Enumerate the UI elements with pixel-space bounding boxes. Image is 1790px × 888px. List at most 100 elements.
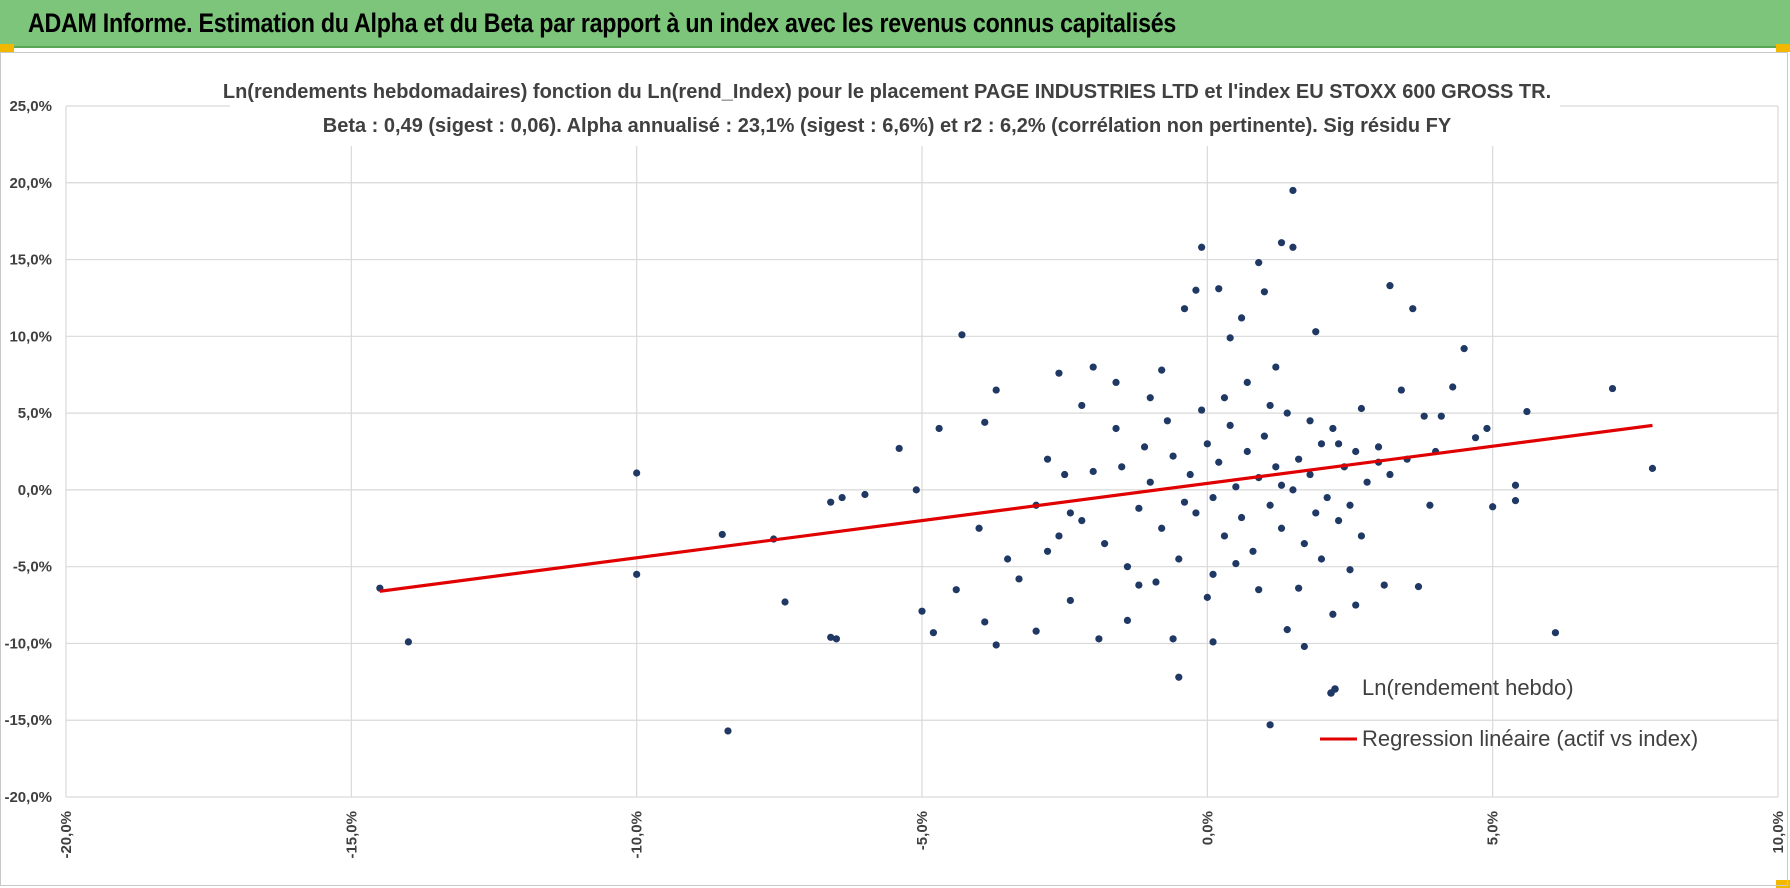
x-tick-label: -20,0% xyxy=(58,811,75,859)
data-point xyxy=(1608,384,1617,393)
data-point xyxy=(1437,412,1445,420)
data-point xyxy=(1277,239,1286,247)
corner-marker xyxy=(1776,44,1790,52)
data-point xyxy=(1215,458,1223,466)
data-point xyxy=(1226,421,1234,429)
x-tick-label: 5,0% xyxy=(1485,811,1502,845)
data-point xyxy=(1317,440,1326,448)
data-point xyxy=(1192,286,1200,294)
data-point xyxy=(992,641,1000,649)
data-point xyxy=(1078,517,1086,525)
data-point xyxy=(1352,447,1360,456)
y-tick-label: 25,0% xyxy=(9,98,52,115)
data-point xyxy=(1180,305,1189,313)
data-point xyxy=(1078,401,1086,410)
data-point xyxy=(1277,524,1286,532)
data-point xyxy=(1192,509,1200,517)
data-point xyxy=(1198,243,1206,251)
data-point xyxy=(929,629,938,637)
data-point xyxy=(1346,501,1354,509)
data-point xyxy=(1255,586,1263,594)
data-point xyxy=(1158,366,1166,374)
data-point xyxy=(1175,673,1183,681)
data-point xyxy=(1323,493,1331,502)
data-point xyxy=(1209,570,1217,578)
data-point xyxy=(981,618,989,626)
data-point xyxy=(1277,481,1286,489)
data-point xyxy=(952,586,960,594)
data-point xyxy=(827,633,835,641)
data-point xyxy=(1175,555,1183,563)
data-point xyxy=(1198,406,1206,414)
y-tick-label: -10,0% xyxy=(4,635,52,652)
data-point xyxy=(1312,509,1320,517)
data-point xyxy=(1118,463,1126,471)
data-point xyxy=(1209,493,1217,502)
data-point xyxy=(1135,504,1143,512)
data-point xyxy=(1220,532,1229,540)
data-point xyxy=(1266,501,1274,509)
data-point xyxy=(1357,532,1366,540)
data-point xyxy=(981,418,989,426)
data-point xyxy=(1386,282,1394,290)
data-point xyxy=(1329,610,1337,618)
data-point xyxy=(1426,501,1434,509)
data-point xyxy=(1146,394,1154,402)
chart-frame xyxy=(0,52,1788,886)
data-point xyxy=(1066,509,1074,517)
data-point xyxy=(404,638,412,646)
data-point xyxy=(1226,334,1234,342)
data-point xyxy=(1460,345,1468,353)
regression-layer xyxy=(379,423,1653,593)
x-tick-label: -5,0% xyxy=(914,811,931,850)
x-tick-label: 10,0% xyxy=(1770,811,1787,854)
data-point xyxy=(1152,578,1160,586)
data-point xyxy=(1266,401,1274,410)
data-point xyxy=(1295,584,1303,592)
data-point xyxy=(1289,486,1297,494)
data-point xyxy=(1295,455,1303,463)
data-point xyxy=(781,598,789,606)
data-point xyxy=(1420,412,1428,420)
data-point xyxy=(1551,629,1560,637)
corner-marker xyxy=(1776,880,1790,888)
data-point xyxy=(1004,555,1012,563)
data-point xyxy=(1380,581,1388,589)
chart-title-block: Ln(rendements hebdomadaires) fonction du… xyxy=(223,74,1560,146)
data-point xyxy=(1158,524,1166,532)
data-point xyxy=(718,530,726,539)
data-point xyxy=(1289,186,1297,195)
data-point xyxy=(1066,596,1074,605)
data-point xyxy=(1123,563,1132,571)
data-point xyxy=(1186,470,1194,479)
data-point xyxy=(1112,424,1120,433)
data-point xyxy=(1329,424,1337,433)
data-point xyxy=(1449,383,1457,391)
data-point xyxy=(1283,409,1291,417)
data-point xyxy=(1489,503,1497,511)
data-point xyxy=(1095,635,1103,643)
data-point xyxy=(724,727,732,735)
axis-tick-labels: 25,0% 20,0% 15,0% 10,0% 5,0% 0,0% -5,0% -10,0% -… xyxy=(4,98,1787,859)
data-point xyxy=(1237,513,1246,522)
x-tick-label: -15,0% xyxy=(343,811,360,859)
data-point xyxy=(1112,378,1120,386)
data-point xyxy=(1249,547,1257,555)
legend-label-regression: Regression linéaire (actif vs index) xyxy=(1362,726,1698,751)
data-point xyxy=(1180,498,1189,506)
data-point xyxy=(895,444,903,453)
data-point xyxy=(1232,483,1240,491)
data-point xyxy=(1471,434,1480,442)
grid-lines xyxy=(65,105,1779,798)
data-point xyxy=(1346,566,1354,574)
data-point xyxy=(1483,424,1491,433)
y-tick-label: 10,0% xyxy=(9,328,52,345)
data-point xyxy=(1386,470,1394,479)
chart-subtitle: Beta : 0,49 (sigest : 0,06). Alpha annua… xyxy=(323,115,1452,137)
data-point xyxy=(827,498,835,506)
y-tick-label: -15,0% xyxy=(4,712,52,729)
data-point xyxy=(1123,616,1132,625)
x-tick-label: -10,0% xyxy=(629,811,646,859)
data-point xyxy=(1255,259,1263,267)
